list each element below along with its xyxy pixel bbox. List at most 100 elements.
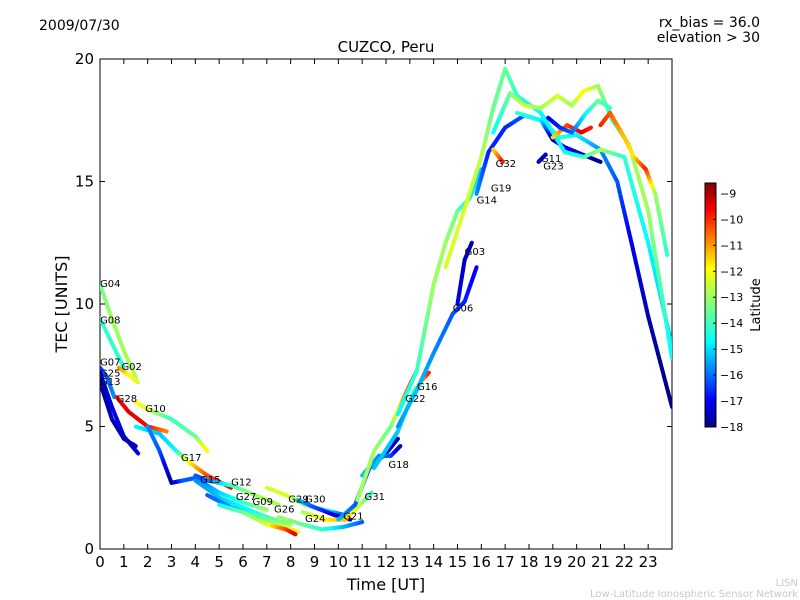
data-marks bbox=[100, 66, 672, 537]
colorbar-tick-label: −12 bbox=[720, 265, 743, 278]
y-tick-label: 5 bbox=[84, 418, 94, 436]
trace-segment-arc2 bbox=[652, 245, 659, 262]
satellite-label-g31: G31 bbox=[365, 492, 385, 503]
x-tick-label: 0 bbox=[95, 553, 105, 571]
satellite-label-g25: G25 bbox=[100, 368, 120, 379]
trace-segment-arc2 bbox=[648, 221, 655, 238]
x-tick-label: 18 bbox=[519, 553, 538, 571]
x-tick-label: 1 bbox=[119, 553, 129, 571]
trace-segment-g13 bbox=[132, 443, 138, 449]
x-tick-label: 22 bbox=[615, 553, 634, 571]
trace-segment-arc2 bbox=[656, 270, 663, 287]
satellite-label-g17: G17 bbox=[181, 453, 201, 464]
plot-frame bbox=[99, 58, 673, 550]
trace-segment-arc2 bbox=[654, 257, 661, 275]
trace-segment-g03 bbox=[469, 240, 474, 247]
satellite-label-g02: G02 bbox=[121, 362, 141, 373]
satellite-label-g27: G27 bbox=[236, 492, 256, 503]
trace-segment-arc2 bbox=[662, 306, 669, 324]
trace-segment-g14 bbox=[478, 167, 484, 174]
y-tick-label: 20 bbox=[75, 50, 94, 68]
satellite-label-g28: G28 bbox=[117, 394, 137, 405]
x-tick-label: 19 bbox=[543, 553, 562, 571]
trace-segment-g09 bbox=[294, 529, 300, 534]
x-tick-label: 13 bbox=[400, 553, 419, 571]
date-label: 2009/07/30 bbox=[39, 18, 120, 34]
trace-segment-g15 bbox=[262, 507, 269, 512]
satellite-label-g12: G12 bbox=[231, 477, 251, 488]
y-tick-label: 10 bbox=[75, 295, 94, 313]
x-tick-label: 17 bbox=[496, 553, 515, 571]
x-tick-label: 5 bbox=[214, 553, 224, 571]
colorbar-tick-label: −9 bbox=[720, 187, 736, 200]
y-axis-label: TEC [UNITS] bbox=[52, 256, 71, 354]
trace-segment-g21 bbox=[368, 490, 374, 496]
x-tick-label: 20 bbox=[567, 553, 586, 571]
satellite-label-g08: G08 bbox=[100, 316, 120, 327]
satellite-label-g06: G06 bbox=[453, 303, 473, 314]
colorbar-tick-label: −15 bbox=[720, 343, 743, 356]
colorbar-ticks: −9 −10 −11 −12 −13 −14 −15 −16 −17 −18 bbox=[713, 187, 743, 434]
trace-segment-g11 bbox=[596, 159, 603, 164]
y-tick-label: 15 bbox=[75, 173, 94, 191]
satellite-label-g23: G23 bbox=[543, 161, 563, 172]
colorbar-tick-label: −14 bbox=[720, 317, 743, 330]
trace-segment-g04 bbox=[132, 373, 138, 380]
trace-segment-arc2 bbox=[646, 208, 653, 226]
colorbar bbox=[704, 182, 717, 428]
chart-title: CUZCO, Peru bbox=[338, 38, 435, 56]
colorbar-tick-label: −13 bbox=[720, 291, 743, 304]
x-tick-label: 4 bbox=[191, 553, 201, 571]
trace-segment-arc5 bbox=[607, 105, 613, 110]
x-axis: 0 1 2 3 4 5 6 7 8 9 10 11 12 13 14 15 16 17 18 19 20 21 22 23 bbox=[95, 59, 658, 571]
satellite-label-g09: G09 bbox=[253, 497, 273, 508]
x-tick-label: 16 bbox=[472, 553, 491, 571]
trace-segment-g25 bbox=[134, 450, 141, 456]
satellite-label-g10: G10 bbox=[145, 404, 165, 415]
satellite-label-g24: G24 bbox=[305, 514, 325, 525]
satellite-label-g14: G14 bbox=[477, 196, 497, 207]
x-axis-label: Time [UT] bbox=[346, 575, 425, 594]
colorbar-tick-label: −10 bbox=[720, 213, 743, 226]
trace-segment-arc2 bbox=[658, 282, 665, 299]
x-tick-label: 7 bbox=[262, 553, 272, 571]
satellite-label-g26: G26 bbox=[274, 504, 294, 515]
y-axis: 0 5 10 15 20 bbox=[75, 50, 672, 558]
trace-segment-g23 bbox=[543, 152, 548, 158]
colorbar-tick-label: −18 bbox=[720, 421, 743, 434]
x-tick-label: 21 bbox=[591, 553, 610, 571]
satellite-label-g16: G16 bbox=[417, 382, 437, 393]
trace-segment-arc2 bbox=[666, 331, 672, 348]
trace-segment-arc2 bbox=[650, 233, 657, 250]
colorbar-label: Latitude bbox=[749, 278, 764, 332]
satellite-label-g21: G21 bbox=[343, 512, 363, 523]
satellite-label-g03: G03 bbox=[465, 247, 485, 258]
footer-org-long: Low-Latitude Ionospheric Sensor Network bbox=[590, 589, 798, 600]
trace-segment-g16 bbox=[425, 370, 431, 377]
satellite-label-g32: G32 bbox=[496, 159, 516, 170]
trace-segment-g19 bbox=[668, 397, 672, 409]
x-tick-label: 2 bbox=[143, 553, 153, 571]
trace-segment-arc4 bbox=[664, 247, 670, 257]
x-tick-label: 11 bbox=[353, 553, 372, 571]
trace-segment-g07 bbox=[111, 393, 117, 400]
trace-segment-g18 bbox=[397, 444, 403, 449]
rx-bias-label: rx_bias = 36.0 bbox=[659, 15, 760, 31]
trace-segment-g27 bbox=[286, 521, 293, 527]
x-tick-label: 8 bbox=[286, 553, 296, 571]
x-tick-label: 10 bbox=[329, 553, 348, 571]
satellite-label-g04: G04 bbox=[100, 279, 120, 290]
trace-segment-g10 bbox=[204, 447, 210, 453]
trace-segment-g32 bbox=[499, 158, 505, 164]
trace-segment-arc2 bbox=[668, 343, 672, 360]
x-tick-label: 15 bbox=[448, 553, 467, 571]
x-tick-label: 12 bbox=[376, 553, 395, 571]
trace-segment-g02 bbox=[135, 379, 141, 385]
satellite-label-g15: G15 bbox=[200, 475, 220, 486]
satellite-label-g11: G11 bbox=[541, 154, 561, 165]
satellite-label-g30: G30 bbox=[305, 494, 325, 505]
trace-segment-g12 bbox=[274, 502, 281, 507]
satellite-label-g22: G22 bbox=[405, 394, 425, 405]
